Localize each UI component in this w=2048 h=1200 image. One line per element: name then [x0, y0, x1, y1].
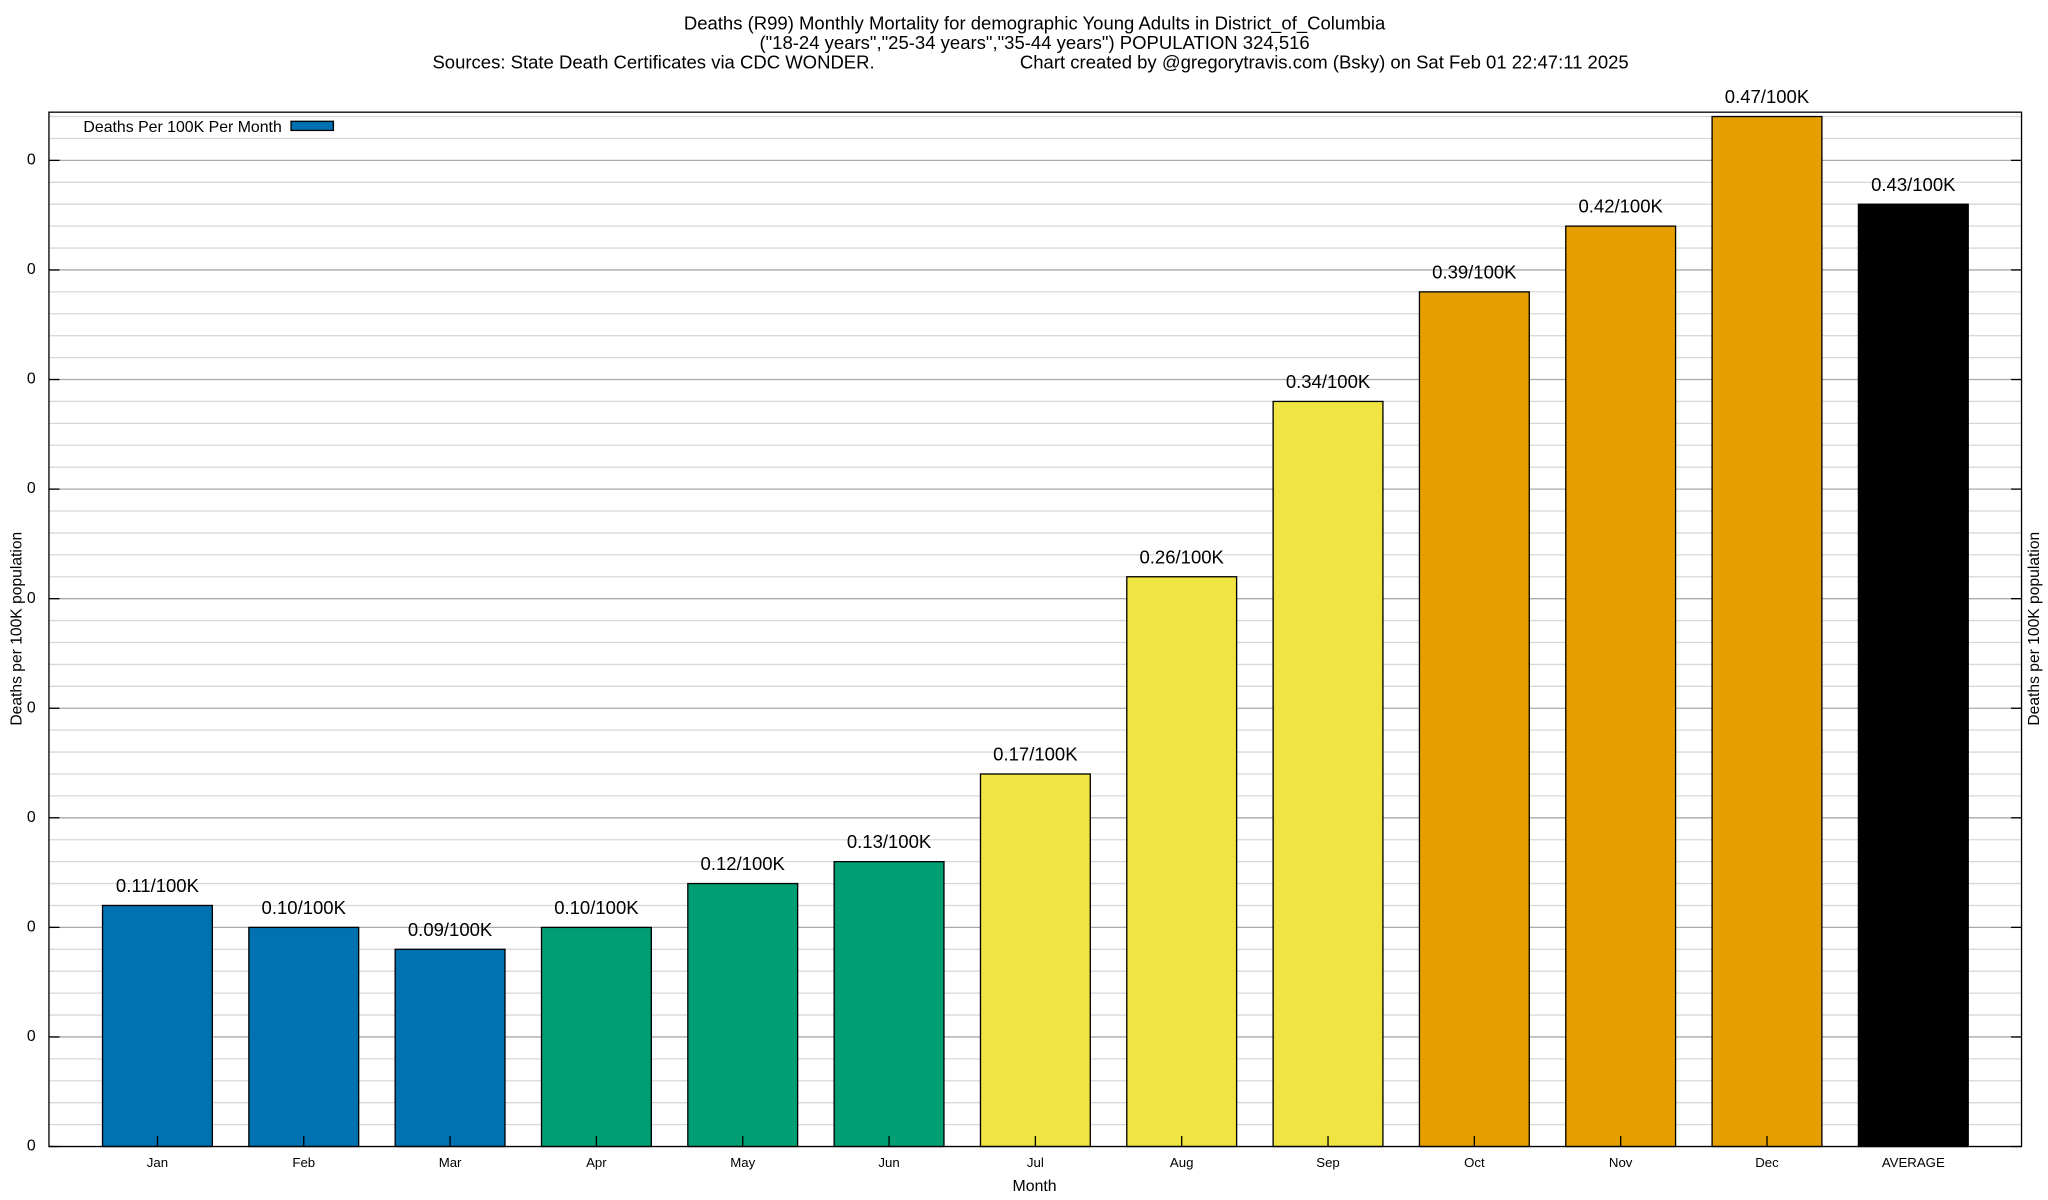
data-label: 0.10/100K — [554, 897, 639, 918]
x-axis-label: Month — [1013, 1178, 1057, 1195]
y-tick-label: 0 — [27, 590, 36, 607]
data-label: 0.39/100K — [1432, 262, 1517, 283]
bar — [101, 904, 214, 1148]
x-tick-label: Sep — [1316, 1155, 1340, 1170]
bar — [1418, 291, 1530, 1148]
bar — [833, 860, 945, 1148]
data-label: 0.17/100K — [993, 744, 1078, 765]
bar — [1272, 400, 1384, 1148]
data-label: 0.47/100K — [1725, 86, 1810, 107]
data-label: 0.34/100K — [1286, 371, 1371, 392]
data-label: 0.42/100K — [1578, 196, 1663, 217]
x-tick-label: Oct — [1464, 1155, 1485, 1170]
data-label: 0.26/100K — [1140, 546, 1225, 567]
legend-label: Deaths Per 100K Per Month — [83, 119, 281, 136]
x-tick-label: May — [730, 1155, 755, 1170]
x-tick-label: Feb — [292, 1155, 315, 1170]
x-tick-label: Nov — [1609, 1155, 1633, 1170]
y-tick-label: 0 — [27, 152, 36, 169]
y2-axis-label: Deaths per 100K population — [2026, 532, 2043, 726]
bar — [979, 773, 1091, 1148]
credit: Chart created by @gregorytravis.com (Bsk… — [1020, 52, 1629, 73]
y-tick-label: 0 — [27, 371, 36, 388]
y-tick-label: 0 — [27, 699, 36, 716]
bar — [1126, 576, 1238, 1148]
bar — [1565, 225, 1677, 1148]
x-tick-label: Apr — [586, 1155, 607, 1170]
data-label: 0.11/100K — [116, 875, 200, 896]
data-label: 0.10/100K — [262, 897, 347, 918]
data-label: 0.13/100K — [847, 831, 932, 852]
x-tick-label: AVERAGE — [1882, 1155, 1945, 1170]
data-label: 0.43/100K — [1871, 174, 1956, 195]
y-axis-label: Deaths per 100K population — [8, 532, 25, 726]
x-tick-label: Dec — [1755, 1155, 1779, 1170]
bar — [394, 948, 506, 1148]
y-tick-label: 0 — [27, 1138, 36, 1155]
y-tick-label: 0 — [27, 480, 36, 497]
x-tick-label: Aug — [1170, 1155, 1194, 1170]
x-tick-label: Mar — [439, 1155, 462, 1170]
bars: 0.11/100K 0.10/100K 0.09/100K 0.10/100K 0.12… — [101, 86, 1969, 1170]
x-tick-label: Jan — [147, 1155, 168, 1170]
bar — [540, 926, 652, 1148]
y-tick-label: 0 — [27, 919, 36, 936]
chart-title: Deaths (R99) Monthly Mortality for demog… — [684, 13, 1386, 35]
chart-subtitle: ("18-24 years","25-34 years","35-44 year… — [759, 32, 1309, 53]
y-tick-label: 0 — [27, 1028, 36, 1045]
data-label: 0.12/100K — [701, 853, 786, 874]
legend: Deaths Per 100K Per Month — [83, 119, 335, 136]
x-tick-label: Jul — [1027, 1155, 1044, 1170]
data-label: 0.09/100K — [408, 919, 493, 940]
bar — [248, 926, 360, 1148]
y-tick-label: 0 — [27, 809, 36, 826]
x-tick-label: Jun — [878, 1155, 899, 1170]
legend-swatch — [290, 120, 335, 132]
y-tick-label: 0 — [27, 261, 36, 278]
bar — [1711, 115, 1823, 1148]
plot-frame — [48, 111, 2023, 1148]
bar — [1857, 203, 1969, 1148]
sources: Sources: State Death Certificates via CD… — [432, 52, 874, 73]
bar — [687, 882, 799, 1148]
